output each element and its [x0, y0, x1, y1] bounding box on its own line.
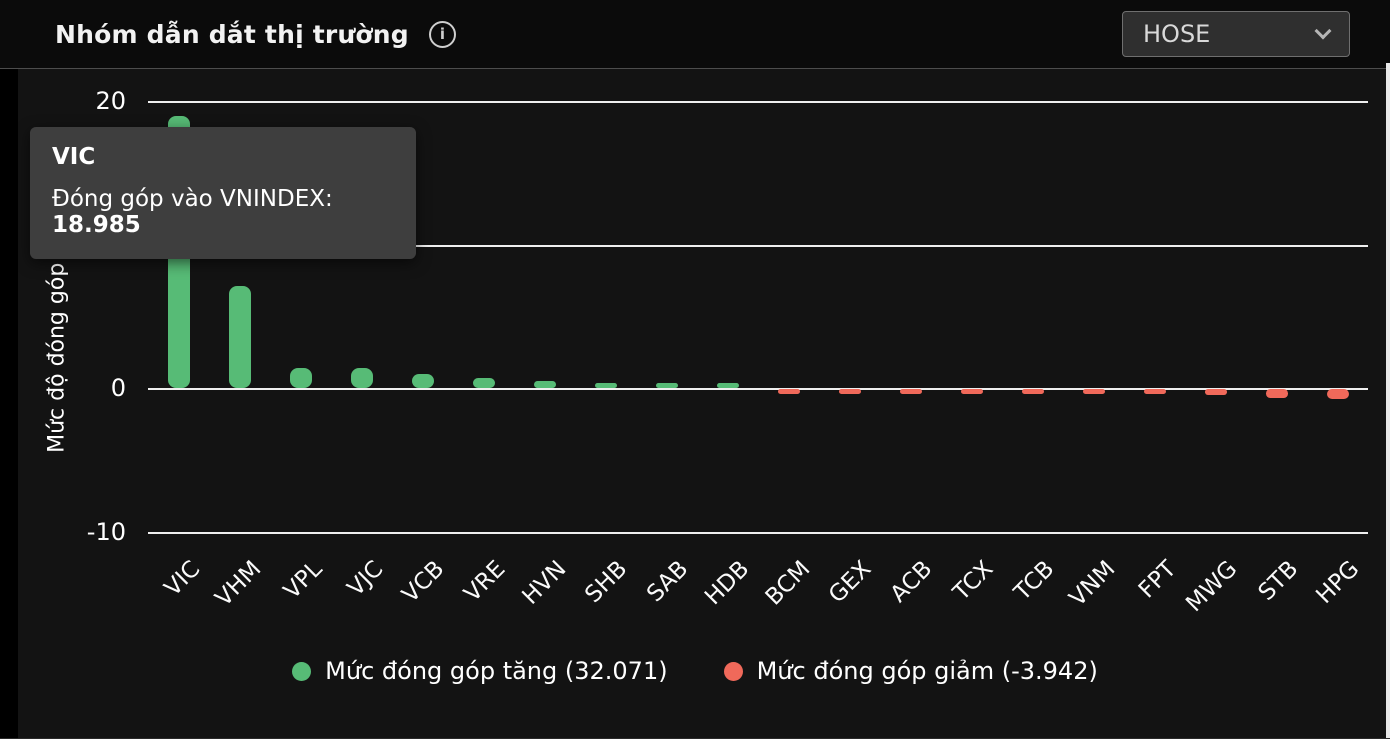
- chart-bar-mwg[interactable]: [1204, 389, 1227, 395]
- chart-bar-vpl[interactable]: [289, 367, 312, 388]
- page-left-edge: [0, 0, 18, 738]
- chart-bar-shb[interactable]: [594, 382, 617, 388]
- chart-bar-vre[interactable]: [472, 377, 495, 388]
- x-axis-tick-label: VCB: [396, 556, 449, 609]
- x-axis-tick-label: MWG: [1180, 556, 1242, 618]
- y-axis-label: Mức độ đóng góp (: [44, 247, 70, 453]
- chart-bar-vnm[interactable]: [1082, 389, 1105, 394]
- y-axis-tick-label: 20: [95, 87, 126, 115]
- chart-bar-vjc[interactable]: [350, 367, 373, 388]
- exchange-dropdown[interactable]: HOSE: [1122, 11, 1350, 57]
- x-axis-tick-label: VJC: [342, 556, 388, 602]
- decrease-dot-icon: [723, 661, 743, 681]
- chart-bar-vhm[interactable]: [228, 286, 251, 388]
- tooltip-value: 18.985: [52, 212, 141, 238]
- x-axis-tick-label: FPT: [1133, 556, 1181, 604]
- x-axis-tick-label: HDB: [699, 556, 754, 611]
- x-axis-tick-label: VRE: [458, 556, 510, 608]
- gridline: [148, 531, 1368, 534]
- panel-title-group: Nhóm dẫn dắt thị trường i: [55, 20, 456, 49]
- x-axis-tick-label: STB: [1253, 556, 1303, 606]
- x-axis-tick-label: HVN: [516, 556, 571, 610]
- x-axis-tick-label: TCB: [1009, 556, 1059, 606]
- legend-decrease-label: Mức đóng góp giảm (-3.942): [756, 657, 1098, 685]
- x-axis-tick-label: BCM: [760, 556, 815, 611]
- chart-bar-bcm[interactable]: [777, 389, 800, 394]
- x-axis-tick-label: GEX: [823, 556, 876, 609]
- chart-bar-sab[interactable]: [655, 382, 678, 388]
- legend-increase-label: Mức đóng góp tăng (32.071): [325, 657, 668, 685]
- chart-bar-stb[interactable]: [1265, 389, 1288, 398]
- tooltip-value-line: Đóng góp vào VNINDEX: 18.985: [52, 186, 394, 238]
- tooltip-symbol: VIC: [52, 144, 96, 170]
- x-axis-tick-label: TCX: [948, 556, 998, 606]
- panel-header: Nhóm dẫn dắt thị trường i HOSE: [0, 0, 1390, 69]
- gridline: [148, 388, 1368, 390]
- chart-bar-tcx[interactable]: [960, 389, 983, 394]
- chart-bar-fpt[interactable]: [1143, 389, 1166, 395]
- chevron-down-icon: [1314, 22, 1332, 39]
- x-axis-tick-label: HPG: [1310, 556, 1364, 610]
- scrollbar[interactable]: [1386, 63, 1390, 738]
- tooltip-label: Đóng góp vào VNINDEX:: [52, 186, 333, 212]
- chart-tooltip: VIC Đóng góp vào VNINDEX: 18.985: [30, 127, 416, 259]
- legend-item-decrease[interactable]: Mức đóng góp giảm (-3.942): [723, 657, 1098, 685]
- chart-bar-gex[interactable]: [838, 389, 861, 394]
- chart-bar-acb[interactable]: [899, 389, 922, 394]
- x-axis-tick-label: SAB: [641, 556, 693, 608]
- chart-bar-vcb[interactable]: [411, 373, 434, 388]
- gridline: [148, 101, 1368, 103]
- x-axis-tick-label: SHB: [579, 556, 632, 609]
- chart-bar-hvn[interactable]: [533, 380, 556, 388]
- chart-bar-hpg[interactable]: [1326, 389, 1349, 400]
- chart-bar-hdb[interactable]: [716, 383, 739, 388]
- x-axis-tick-label: ACB: [885, 556, 937, 608]
- y-axis-tick-label: 0: [110, 374, 126, 402]
- panel-title: Nhóm dẫn dắt thị trường: [55, 19, 409, 49]
- info-icon[interactable]: i: [428, 20, 456, 48]
- increase-dot-icon: [292, 661, 312, 681]
- chart-legend: Mức đóng góp tăng (32.071) Mức đóng góp …: [0, 657, 1390, 685]
- x-axis-tick-label: VIC: [159, 556, 205, 602]
- legend-item-increase[interactable]: Mức đóng góp tăng (32.071): [292, 657, 668, 685]
- gridline: [148, 244, 1368, 247]
- chart-bar-tcb[interactable]: [1021, 389, 1044, 394]
- x-axis-tick-label: VNM: [1064, 556, 1120, 612]
- x-axis-tick-label: VPL: [278, 556, 327, 605]
- x-axis-tick-label: VHM: [210, 556, 266, 612]
- exchange-dropdown-value: HOSE: [1143, 20, 1211, 48]
- y-axis-tick-label: -10: [86, 517, 126, 546]
